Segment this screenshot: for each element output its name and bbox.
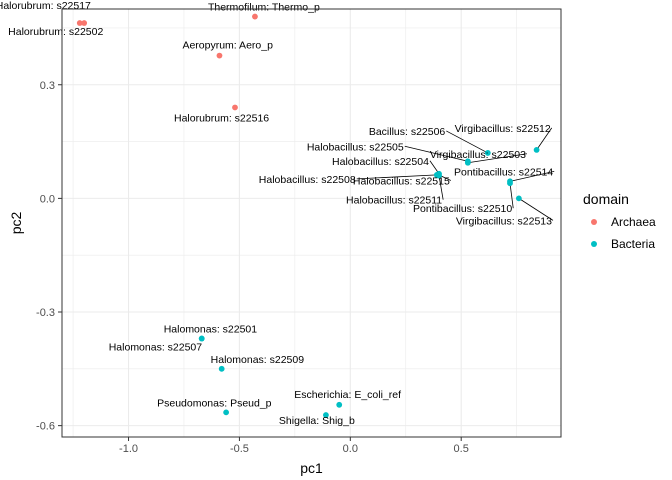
data-point-archaea (81, 20, 88, 26)
leader-line (536, 127, 553, 151)
data-point-archaea (232, 104, 238, 111)
legend-key-archaea (591, 219, 597, 225)
minor-gridlines (62, 9, 561, 437)
point-label: Halobacillus: s22515 (353, 176, 450, 188)
leader-line (509, 183, 514, 209)
plot-panel (62, 9, 561, 437)
x-axis-ticks: -1.0 -0.5 0.0 0.5 (119, 437, 469, 455)
leader-line (446, 130, 489, 154)
point-label: Thermofilum: Thermo_p (208, 2, 320, 14)
point-label: Halobacillus: s22508 (259, 174, 356, 186)
leader-line (467, 153, 528, 164)
point-label: Halomonas: s22507 (109, 342, 203, 354)
point-label: Pontibacillus: s22510 (413, 203, 512, 215)
data-point-bacteria (436, 172, 442, 179)
point-label: Bacillus: s22506 (369, 126, 446, 138)
y-tick-label: 0.3 (40, 80, 55, 92)
plot-border (61, 8, 562, 438)
point-label: Virgibacillus: s22503 (430, 149, 526, 161)
point-label: Halorubrum: s22516 (174, 112, 269, 124)
data-point-bacteria (198, 335, 205, 342)
legend-label: Archaea (611, 215, 656, 229)
point-label: Shigella: Shig_b (279, 415, 355, 427)
data-point-bacteria (323, 412, 329, 418)
y-tick-label: 0.0 (40, 193, 55, 205)
data-point-bacteria (464, 159, 471, 166)
legend-key-bacteria (591, 241, 597, 247)
point-label: Pseudomonas: Pseud_p (157, 397, 272, 409)
data-point-bacteria (223, 409, 230, 416)
point-label: Pontibacillus: s22514 (454, 166, 553, 178)
x-tick-label: -0.5 (230, 443, 249, 455)
leader-line (509, 170, 555, 182)
data-point-bacteria (336, 401, 343, 408)
y-axis-title: pc2 (8, 212, 24, 235)
point-label: Halomonas: s22509 (211, 354, 305, 366)
point-label: Virgibacillus: s22513 (456, 215, 552, 227)
data-point-bacteria (484, 150, 491, 156)
data-point-bacteria (533, 146, 540, 153)
y-tick-label: -0.3 (36, 307, 55, 319)
y-axis-ticks: -0.6 -0.3 0.0 0.3 (36, 80, 62, 433)
leader-line (356, 174, 437, 180)
legend-title: domain (583, 191, 629, 207)
point-label: Virgibacillus: s22512 (455, 123, 551, 135)
point-label: Halobacillus: s22505 (307, 141, 404, 153)
label-leader-lines (356, 127, 555, 221)
major-gridlines (62, 9, 561, 437)
x-axis-title: pc1 (300, 460, 323, 476)
point-label: Halomonas: s22501 (164, 324, 258, 336)
point-label: Aeropyrum: Aero_p (182, 40, 273, 52)
point-label: Halobacillus: s22504 (332, 156, 429, 168)
data-point-archaea (76, 20, 83, 26)
x-tick-label: 0.5 (454, 443, 469, 455)
x-tick-label: 0.0 (343, 443, 358, 455)
data-point-archaea (252, 13, 258, 20)
data-point-bacteria (507, 180, 513, 187)
point-label: Halobacillus: s22511 (346, 195, 442, 207)
data-points (76, 13, 540, 418)
leader-line (438, 175, 444, 200)
y-tick-label: -0.6 (36, 421, 55, 433)
point-label: Halorubrum: s22517 (0, 0, 91, 12)
leader-line (518, 198, 554, 221)
legend-label: Bacteria (611, 237, 655, 251)
point-labels: Halorubrum: s22517 Halorubrum: s22502 Ther… (0, 0, 553, 427)
x-tick-label: -1.0 (119, 443, 138, 455)
leader-line (404, 145, 468, 162)
legend: domain Archaea Bacteria (583, 191, 656, 251)
data-point-archaea (216, 52, 223, 59)
point-label: Halorubrum: s22502 (8, 26, 103, 38)
data-point-bacteria (515, 195, 522, 202)
point-label: Escherichia: E_coli_ref (294, 389, 401, 401)
data-point-bacteria (218, 365, 225, 372)
